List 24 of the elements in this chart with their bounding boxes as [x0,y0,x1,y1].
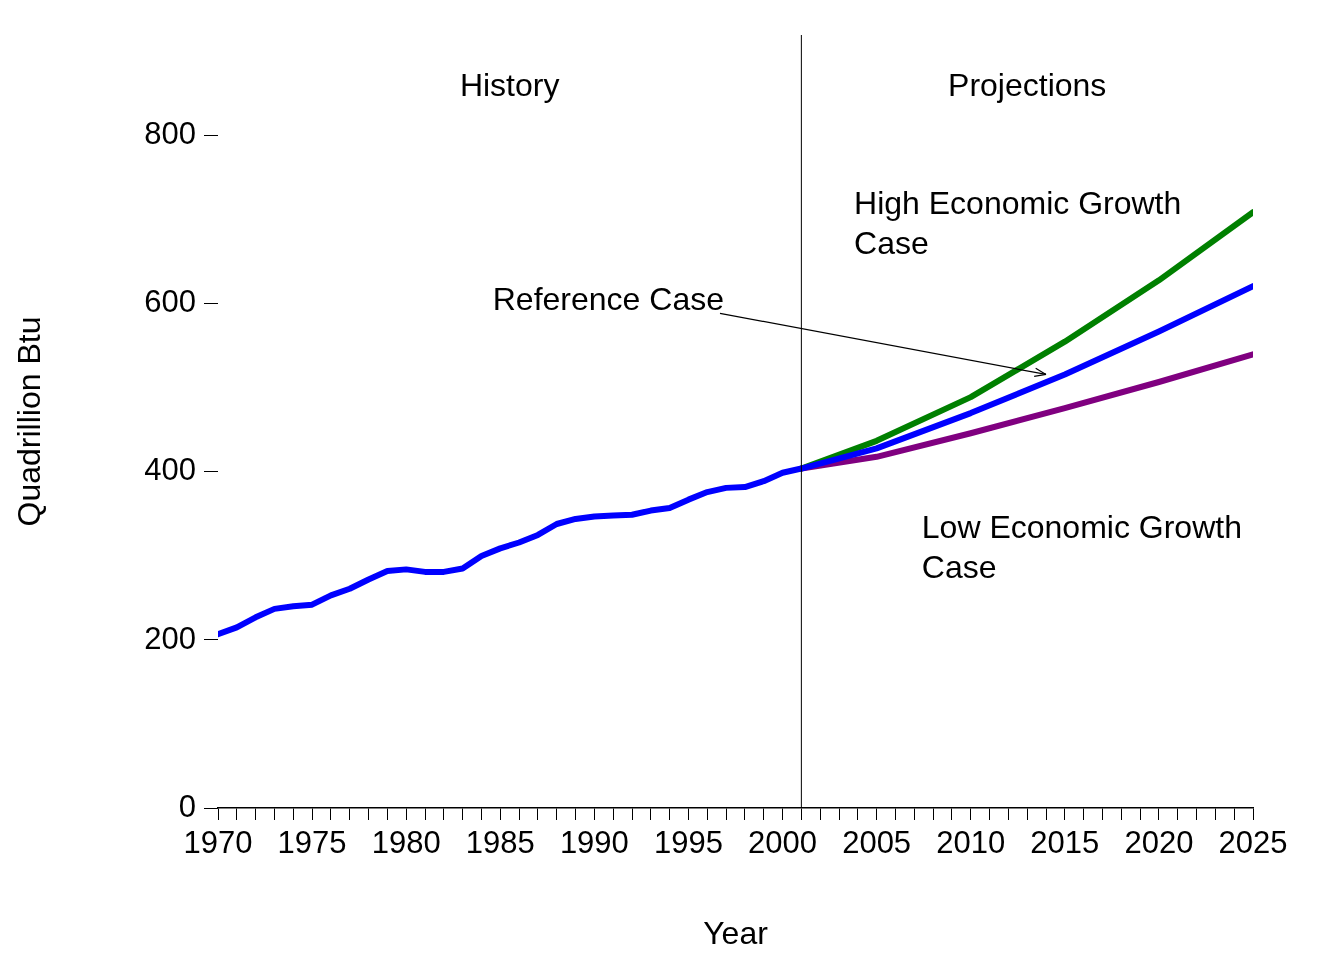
annotation: Projections [948,66,1107,103]
x-tick-label: 2005 [842,825,912,861]
x-tick-label: 1980 [371,825,441,861]
x-tick-label: 1985 [465,825,535,861]
x-axis-title: Year [703,914,769,951]
x-tick-label: 1990 [559,825,629,861]
x-tick-label: 2010 [936,825,1006,861]
x-tick-label: 2000 [748,825,818,861]
y-tick-label: 0 [178,788,196,824]
annotation: Reference Case [492,281,724,318]
y-axis-title: Quadrillion Btu [11,316,48,527]
x-tick-label: 1995 [653,825,723,861]
y-tick-label: 800 [144,116,196,152]
annotation: History [459,66,560,103]
y-tick-label: 600 [144,284,196,320]
x-tick-label: 2025 [1218,825,1288,861]
x-tick-label: 1975 [277,825,347,861]
x-tick-label: 2020 [1124,825,1194,861]
x-tick-label: 2015 [1030,825,1100,861]
series-label: Low Economic Growth Case [921,508,1242,585]
series-label: High Economic Growth Case [854,185,1182,262]
y-tick-label: 200 [144,620,196,656]
x-tick-label: 1970 [183,825,253,861]
y-tick-label: 400 [144,452,196,488]
